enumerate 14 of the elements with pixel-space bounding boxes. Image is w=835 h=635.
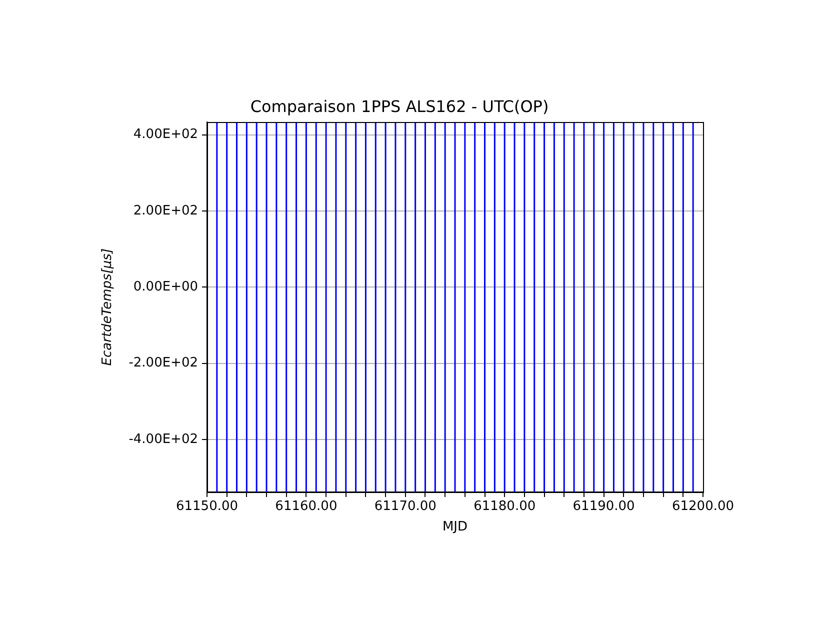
y-tick-label: 2.00E+02 [133,203,198,218]
x-tick-label: 61170.00 [374,499,436,514]
y-axis-title: EcartdeTemps[μs] [100,248,116,366]
x-tick-label: 61150.00 [176,499,238,514]
x-axis-title: MJD [442,520,468,535]
x-tick-label: 61160.00 [275,499,338,514]
y-tick-label: 4.00E+02 [133,127,198,142]
chart-title: Comparaison 1PPS ALS162 - UTC(OP) [250,96,549,116]
y-tick-label: -4.00E+02 [128,432,198,447]
x-tick-label: 61180.00 [474,499,536,514]
y-tick-label: -2.00E+02 [128,356,198,371]
y-tick-label: 0.00E+00 [133,279,198,294]
x-tick-label: 61200.00 [672,499,734,514]
x-tick-label: 61190.00 [572,499,635,514]
